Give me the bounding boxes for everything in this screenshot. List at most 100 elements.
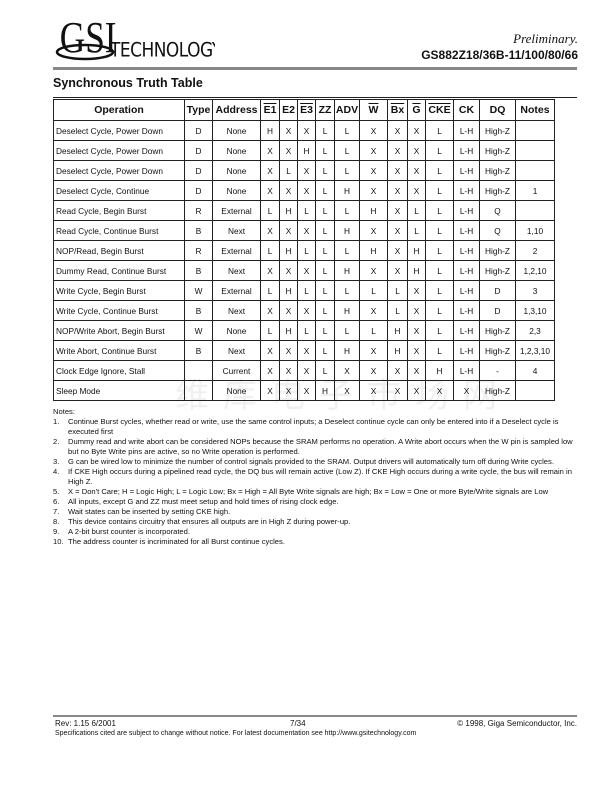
table-cell: Next [212,300,261,321]
table-cell: 2,3 [515,320,555,341]
revision: Rev: 1.15 6/2001 [55,719,116,728]
table-cell: 1,3,10 [515,300,555,321]
table-cell: L [407,220,426,241]
table-cell: X [387,180,408,201]
table-cell: X [260,300,280,321]
note-item: 6. All inputs, except G and ZZ must meet … [53,497,581,507]
table-row: Deselect Cycle, Power Down D None X L X L L X X X L… [53,160,555,181]
table-cell: H [279,280,298,301]
table-cell: X [260,220,280,241]
table-cell: X [359,180,388,201]
table-row: Deselect Cycle, Power Down D None X X H L L X X X L… [53,140,555,161]
table-cell: L [359,320,388,341]
table-cell: L [334,140,360,161]
table-cell: X [279,260,298,281]
table-cell: L-H [453,340,480,361]
table-cell: X [425,380,454,401]
table-cell: 3 [515,280,555,301]
table-cell: Deselect Cycle, Power Down [53,160,185,181]
table-cell: L [425,340,454,361]
table-cell: None [212,180,261,201]
note-number: 8. [53,517,60,526]
table-cell: L-H [453,140,480,161]
table-cell: X [260,260,280,281]
table-cell: B [184,260,213,281]
table-cell: L [425,140,454,161]
table-cell: X [359,380,388,401]
table-cell [515,380,555,401]
note-text: All inputs, except G and ZZ must meet se… [68,497,339,506]
table-cell: High-Z [479,340,516,361]
svg-text:TECHNOLOGY: TECHNOLOGY [109,39,215,61]
header-divider [53,67,577,70]
table-cell: L [425,320,454,341]
table-cell: L [425,240,454,261]
table-cell: X [279,340,298,361]
part-number: GS882Z18/36B-11/100/80/66 [421,48,578,62]
table-cell: Deselect Cycle, Power Down [53,120,185,141]
note-text: If CKE High occurs during a pipelined re… [68,467,572,486]
table-cell: X [279,360,298,381]
table-cell: H [334,220,360,241]
table-cell: L-H [453,300,480,321]
table-cell: L [297,200,316,221]
table-cell: X [279,220,298,241]
table-row: Write Abort, Continue Burst B Next X X X L H X H X… [53,340,555,361]
table-cell: X [387,380,408,401]
table-cell: Next [212,340,261,361]
table-cell: X [260,380,280,401]
note-text: This device contains circuitry that ensu… [68,517,351,526]
table-cell: X [334,380,360,401]
table-cell: D [479,300,516,321]
table-cell: L [315,240,335,261]
table-cell: L-H [453,240,480,261]
table-row: Read Cycle, Begin Burst R External L H L L L H X L… [53,200,555,221]
table-cell: None [212,320,261,341]
spec-notice: Specifications cited are subject to chan… [55,730,417,737]
table-cell: L [315,340,335,361]
table-cell: X [387,140,408,161]
table-cell: R [184,200,213,221]
table-cell: X [407,140,426,161]
table-cell: L [334,240,360,261]
table-cell: H [387,340,408,361]
table-cell: X [279,120,298,141]
table-cell: X [387,160,408,181]
note-text: X = Don't Care; H = Logic High; L = Logi… [68,487,549,496]
table-cell: X [279,300,298,321]
table-cell: L [425,260,454,281]
note-number: 7. [53,507,60,516]
table-cell: High-Z [479,240,516,261]
table-row: Deselect Cycle, Continue D None X X X L H X X X L L-… [53,180,555,201]
notes-heading: Notes: [53,407,75,416]
table-cell: X [407,120,426,141]
table-cell: X [359,120,388,141]
table-cell: X [359,300,388,321]
table-cell: L [334,200,360,221]
table-cell: X [453,380,480,401]
note-number: 2. [53,437,60,446]
table-cell: 1,2,3,10 [515,340,555,361]
table-cell: W [184,280,213,301]
table-cell: X [359,160,388,181]
table-cell: H [407,260,426,281]
table-cell: L [315,360,335,381]
table-cell: H [334,180,360,201]
table-cell: X [279,180,298,201]
table-cell: L [387,280,408,301]
table-cell: H [315,380,335,401]
table-row: Write Cycle, Begin Burst W External L H L L L L L… [53,280,555,301]
table-cell: L [425,300,454,321]
table-cell: - [479,360,516,381]
table-cell: H [260,120,280,141]
table-cell: X [407,340,426,361]
notes-section: Notes: 1. Continue Burst cycles, whether … [53,407,581,547]
table-cell: None [212,120,261,141]
note-text: A 2-bit burst counter is incorporated. [68,527,190,536]
table-cell: Current [212,360,261,381]
table-cell: L [425,160,454,181]
table-cell: Next [212,260,261,281]
table-cell: X [407,380,426,401]
table-cell: External [212,200,261,221]
note-text: The address counter is incriminated for … [68,537,285,546]
